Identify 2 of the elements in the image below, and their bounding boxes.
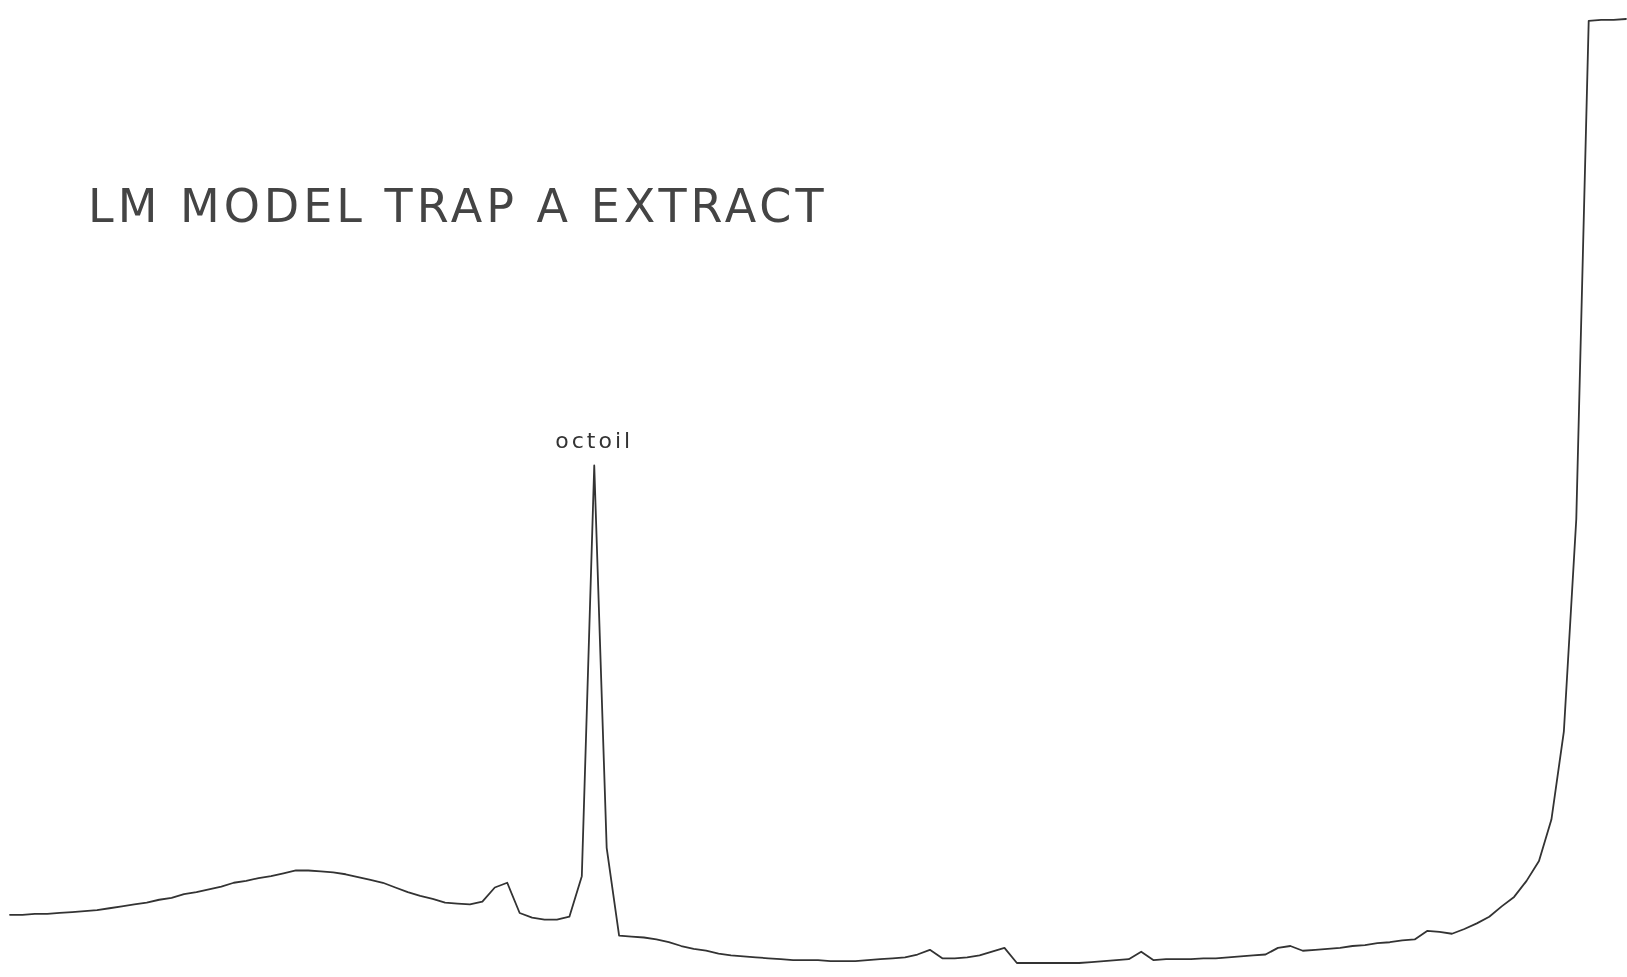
text: LM MODEL TRAP A EXTRACT — [88, 179, 828, 233]
annotation: octoil — [555, 427, 634, 453]
